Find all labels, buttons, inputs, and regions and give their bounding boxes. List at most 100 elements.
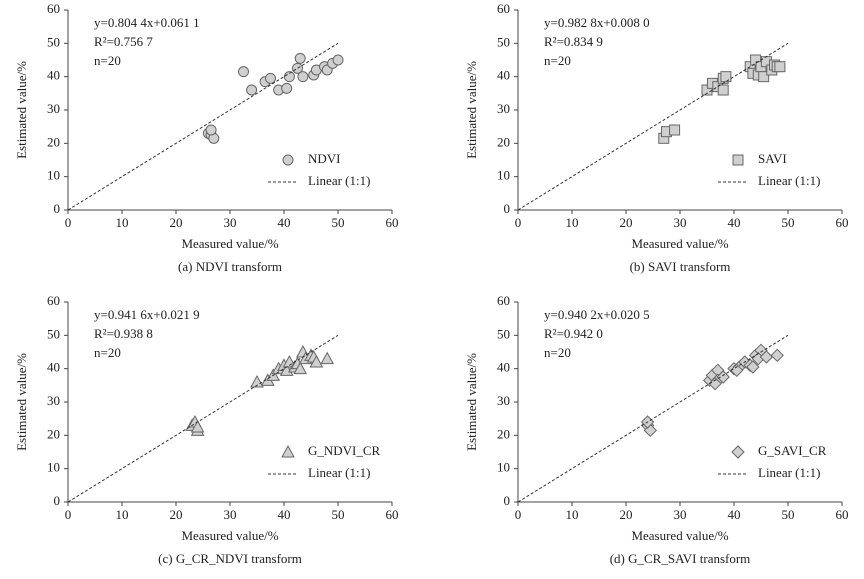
- x-tick-label: 30: [224, 215, 237, 230]
- y-tick-label: 10: [497, 460, 510, 475]
- point: [309, 354, 324, 368]
- legend-marker: [732, 154, 744, 166]
- y-axis-label: Estimated value/%: [464, 353, 479, 451]
- point: [292, 62, 303, 74]
- y-tick-label: 20: [47, 426, 60, 441]
- y-axis-label: Estimated value/%: [14, 61, 29, 159]
- x-tick-label: 60: [386, 215, 399, 230]
- y-tick-label: 30: [497, 101, 510, 116]
- y-tick-label: 30: [497, 393, 510, 408]
- annotation: n=20: [94, 345, 121, 360]
- x-tick-label: 20: [620, 215, 633, 230]
- annotation: R²=0.834 9: [544, 34, 603, 49]
- y-tick-label: 0: [504, 493, 511, 508]
- x-tick-label: 20: [620, 507, 633, 522]
- x-tick-label: 10: [116, 215, 129, 230]
- caption: (d) G_CR_SAVI transform: [610, 551, 751, 566]
- y-tick-label: 60: [497, 293, 510, 308]
- y-tick-label: 50: [497, 326, 510, 341]
- x-tick-label: 60: [386, 507, 399, 522]
- point: [759, 350, 774, 364]
- x-tick-label: 10: [566, 507, 579, 522]
- x-axis-label: Measured value/%: [181, 528, 278, 543]
- y-tick-label: 50: [47, 34, 60, 49]
- annotation: R²=0.942 0: [544, 326, 603, 341]
- y-tick-label: 20: [497, 134, 510, 149]
- point: [205, 124, 217, 136]
- legend-marker: [281, 444, 295, 458]
- caption: (a) NDVI transform: [178, 259, 282, 274]
- legend-label: SAVI: [758, 151, 787, 166]
- point: [717, 84, 729, 96]
- legend-label: Linear (1:1): [308, 173, 370, 188]
- x-tick-label: 0: [65, 507, 72, 522]
- legend-label: G_SAVI_CR: [758, 443, 827, 458]
- point: [238, 66, 249, 78]
- point: [320, 351, 335, 365]
- annotation: n=20: [544, 53, 571, 68]
- x-tick-label: 60: [836, 507, 849, 522]
- x-axis-label: Measured value/%: [181, 236, 278, 251]
- x-tick-label: 30: [674, 507, 687, 522]
- y-tick-label: 50: [47, 326, 60, 341]
- fit-line: [67, 42, 339, 211]
- point: [758, 71, 770, 83]
- annotation: y=0.804 4x+0.061 1: [94, 15, 200, 30]
- x-tick-label: 40: [728, 215, 741, 230]
- y-tick-label: 10: [47, 460, 60, 475]
- caption: (b) SAVI transform: [630, 259, 731, 274]
- fit-line: [67, 334, 339, 503]
- x-tick-label: 0: [65, 215, 72, 230]
- x-tick-label: 50: [332, 215, 345, 230]
- legend-marker: [282, 154, 294, 166]
- y-axis-label: Estimated value/%: [14, 353, 29, 451]
- point: [746, 360, 760, 374]
- point: [332, 54, 344, 66]
- point: [729, 363, 744, 378]
- legend-marker: [731, 445, 745, 459]
- point: [297, 71, 309, 83]
- y-tick-label: 40: [47, 68, 60, 83]
- point: [708, 376, 722, 391]
- legend-label: Linear (1:1): [308, 465, 370, 480]
- point: [250, 374, 264, 388]
- x-tick-label: 0: [515, 507, 522, 522]
- y-tick-label: 10: [47, 168, 60, 183]
- point: [770, 348, 784, 363]
- point: [774, 61, 786, 73]
- y-axis-label: Estimated value/%: [464, 61, 479, 159]
- x-tick-label: 10: [566, 215, 579, 230]
- legend-label: G_NDVI_CR: [308, 443, 381, 458]
- point: [281, 82, 293, 94]
- y-tick-label: 20: [497, 426, 510, 441]
- y-tick-label: 0: [54, 201, 61, 216]
- y-tick-label: 0: [504, 201, 511, 216]
- y-tick-label: 40: [497, 68, 510, 83]
- y-tick-label: 40: [497, 360, 510, 375]
- x-tick-label: 50: [332, 507, 345, 522]
- y-tick-label: 10: [497, 168, 510, 183]
- annotation: y=0.982 8x+0.008 0: [544, 15, 650, 30]
- x-axis-label: Measured value/%: [631, 236, 728, 251]
- point: [265, 72, 276, 84]
- x-tick-label: 50: [782, 215, 795, 230]
- x-tick-label: 0: [515, 215, 522, 230]
- point: [283, 71, 295, 83]
- x-tick-label: 60: [836, 215, 849, 230]
- legend-label: Linear (1:1): [758, 173, 820, 188]
- annotation: R²=0.756 7: [94, 34, 153, 49]
- annotation: y=0.940 2x+0.020 5: [544, 307, 650, 322]
- y-tick-label: 30: [47, 393, 60, 408]
- x-tick-label: 50: [782, 507, 795, 522]
- point: [294, 52, 306, 64]
- x-tick-label: 20: [170, 507, 183, 522]
- caption: (c) G_CR_NDVI transform: [158, 551, 302, 566]
- y-tick-label: 40: [47, 360, 60, 375]
- x-tick-label: 20: [170, 215, 183, 230]
- y-tick-label: 30: [47, 101, 60, 116]
- fit-line: [517, 42, 789, 211]
- annotation: R²=0.938 8: [94, 326, 153, 341]
- y-tick-label: 50: [497, 34, 510, 49]
- point: [720, 71, 732, 83]
